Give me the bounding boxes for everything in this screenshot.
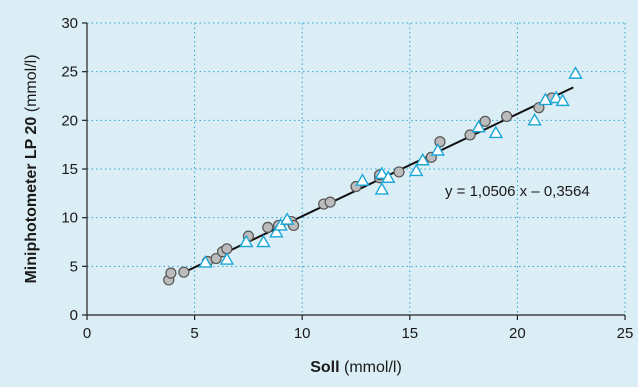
triangle-data-point	[568, 66, 583, 79]
y-tick-label: 15	[61, 161, 78, 178]
circle-data-point	[464, 129, 476, 141]
triangle-data-point	[355, 173, 370, 186]
x-axis-label: Soll (mmol/l)	[310, 359, 402, 376]
x-axis-label-bold: Soll	[310, 359, 339, 376]
triangle-data-point	[409, 163, 424, 177]
y-tick-label: 5	[70, 258, 78, 275]
circle-data-point	[434, 136, 446, 148]
x-tick-label: 20	[509, 325, 526, 342]
circle-data-point	[165, 267, 177, 279]
x-tick-label: 15	[401, 325, 418, 342]
x-tick-label: 5	[190, 325, 198, 342]
triangle-data-point	[198, 255, 213, 268]
x-tick-label: 25	[617, 325, 634, 342]
circle-data-point	[262, 221, 274, 233]
triangle-data-point	[488, 125, 504, 139]
triangle-data-point	[256, 234, 271, 248]
x-tick-labels: 0 5 10 15 20 25	[83, 315, 634, 342]
circle-data-point	[501, 110, 513, 123]
triangle-data-point	[538, 92, 553, 106]
circle-data-point	[324, 196, 336, 208]
triangle-data-point	[381, 170, 396, 183]
data-points	[163, 66, 583, 286]
circle-data-point	[479, 115, 491, 127]
y-tick-labels: 0 5 10 15 20 25 30	[61, 15, 87, 324]
y-tick-label: 25	[61, 64, 78, 81]
triangle-data-point	[269, 224, 284, 238]
triangle-data-point	[527, 112, 542, 126]
triangle-data-point	[219, 252, 235, 265]
y-tick-label: 30	[61, 15, 78, 32]
y-axis-label-rest: (mmol/l)	[23, 54, 40, 116]
x-axis-label-rest: (mmol/l)	[340, 359, 402, 376]
triangle-data-point	[239, 234, 254, 248]
triangle-data-point	[555, 93, 570, 107]
triangle-data-point	[415, 152, 430, 166]
x-tick-label: 10	[294, 325, 311, 342]
circle-data-point	[178, 266, 190, 278]
y-tick-label: 0	[70, 307, 78, 324]
triangle-data-point	[374, 166, 390, 180]
triangle-data-point	[279, 212, 295, 225]
regression-equation-label: y = 1,0506 x – 0,3564	[445, 183, 590, 200]
x-tick-label: 0	[83, 325, 91, 342]
y-tick-label: 10	[61, 210, 78, 227]
circle-data-point	[533, 102, 545, 114]
triangle-data-point	[430, 143, 445, 156]
y-axis-label: Miniphotometer LP 20 (mmol/l)	[23, 54, 40, 283]
y-tick-label: 20	[61, 112, 78, 129]
y-axis-label-bold: Miniphotometer LP 20	[23, 117, 40, 284]
triangle-data-point	[374, 182, 390, 195]
circle-data-point	[210, 252, 222, 265]
circle-data-point	[393, 166, 405, 178]
triangle-data-point	[471, 119, 486, 133]
